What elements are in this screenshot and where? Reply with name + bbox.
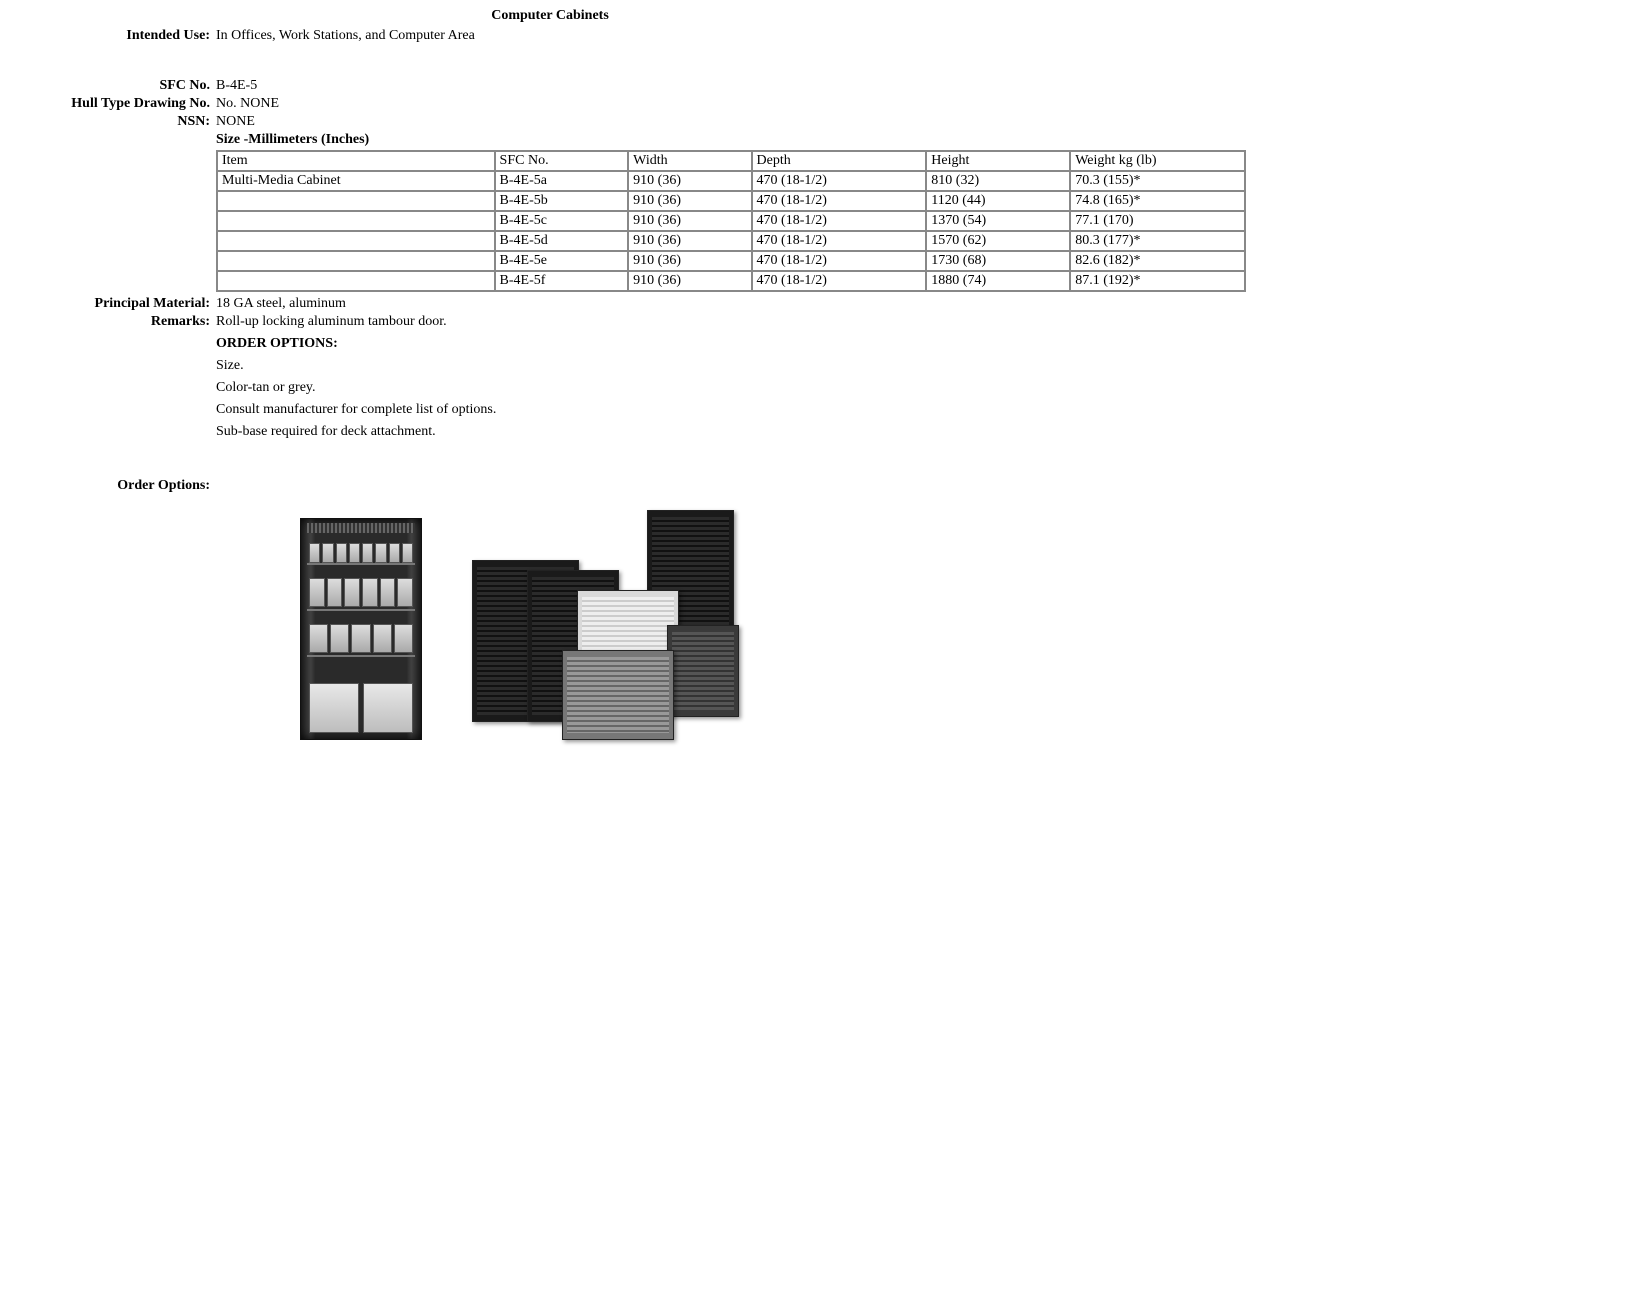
field-label: Hull Type Drawing No. xyxy=(40,96,216,112)
table-cell xyxy=(217,211,495,231)
order-options-line: Sub-base required for deck attachment. xyxy=(216,424,1610,440)
field-order-options: Order Options: xyxy=(40,478,1610,494)
table-cell: 87.1 (192)* xyxy=(1070,271,1245,291)
field-label: SFC No. xyxy=(40,78,216,94)
table-cell: 80.3 (177)* xyxy=(1070,231,1245,251)
page: Computer Cabinets Intended Use: In Offic… xyxy=(0,0,1650,780)
order-options-heading: ORDER OPTIONS: xyxy=(216,336,1610,352)
field-value: No. NONE xyxy=(216,96,1610,112)
table-cell: 910 (36) xyxy=(628,251,751,271)
field-intended-use: Intended Use: In Offices, Work Stations,… xyxy=(40,28,1610,44)
table-cell: 77.1 (170) xyxy=(1070,211,1245,231)
table-cell: B-4E-5d xyxy=(495,231,629,251)
table-cell: 910 (36) xyxy=(628,211,751,231)
table-cell: 470 (18-1/2) xyxy=(752,251,927,271)
field-nsn: NSN: NONE xyxy=(40,114,1610,130)
field-label: Principal Material: xyxy=(40,296,216,312)
table-cell: 470 (18-1/2) xyxy=(752,211,927,231)
table-cell: B-4E-5e xyxy=(495,251,629,271)
table-cell: 70.3 (155)* xyxy=(1070,171,1245,191)
field-label: Remarks: xyxy=(40,314,216,330)
field-principal-material: Principal Material: 18 GA steel, aluminu… xyxy=(40,296,1610,312)
size-table: Item SFC No. Width Depth Height Weight k… xyxy=(216,150,1246,292)
col-header: Depth xyxy=(752,151,927,171)
field-value: NONE xyxy=(216,114,1610,130)
order-options-block: ORDER OPTIONS: Size. Color-tan or grey. Co… xyxy=(216,336,1610,440)
field-label: NSN: xyxy=(40,114,216,130)
table-cell: 1370 (54) xyxy=(926,211,1070,231)
order-options-line: Consult manufacturer for complete list o… xyxy=(216,402,1610,418)
field-label: Intended Use: xyxy=(40,28,216,44)
table-cell: 910 (36) xyxy=(628,191,751,211)
table-row: B-4E-5b910 (36)470 (18-1/2)1120 (44)74.8… xyxy=(217,191,1245,211)
field-value: 18 GA steel, aluminum xyxy=(216,296,1610,312)
table-cell: 74.8 (165)* xyxy=(1070,191,1245,211)
table-cell: 810 (32) xyxy=(926,171,1070,191)
page-title: Computer Cabinets xyxy=(400,8,700,24)
table-cell: B-4E-5a xyxy=(495,171,629,191)
table-cell: Multi-Media Cabinet xyxy=(217,171,495,191)
order-options-line: Color-tan or grey. xyxy=(216,380,1610,396)
table-cell: 1730 (68) xyxy=(926,251,1070,271)
table-cell: 910 (36) xyxy=(628,171,751,191)
table-cell xyxy=(217,191,495,211)
table-cell: 470 (18-1/2) xyxy=(752,191,927,211)
col-header: Weight kg (lb) xyxy=(1070,151,1245,171)
table-cell: B-4E-5f xyxy=(495,271,629,291)
table-row: B-4E-5c910 (36)470 (18-1/2)1370 (54)77.1… xyxy=(217,211,1245,231)
table-row: Multi-Media CabinetB-4E-5a910 (36)470 (1… xyxy=(217,171,1245,191)
field-remarks: Remarks: Roll-up locking aluminum tambou… xyxy=(40,314,1610,330)
field-value: B-4E-5 xyxy=(216,78,1610,94)
cabinet-group-illustration xyxy=(472,510,742,740)
table-cell: 1120 (44) xyxy=(926,191,1070,211)
table-title: Size -Millimeters (Inches) xyxy=(216,132,1246,148)
table-cell: B-4E-5c xyxy=(495,211,629,231)
order-options-line: Size. xyxy=(216,358,1610,374)
table-cell: 470 (18-1/2) xyxy=(752,231,927,251)
table-cell: 470 (18-1/2) xyxy=(752,171,927,191)
field-sfc-no: SFC No. B-4E-5 xyxy=(40,78,1610,94)
field-label: Order Options: xyxy=(40,478,216,494)
table-cell: B-4E-5b xyxy=(495,191,629,211)
col-header: Width xyxy=(628,151,751,171)
table-cell xyxy=(217,251,495,271)
table-cell: 82.6 (182)* xyxy=(1070,251,1245,271)
size-table-section: Size -Millimeters (Inches) Item SFC No. … xyxy=(216,132,1246,292)
table-cell: 470 (18-1/2) xyxy=(752,271,927,291)
table-row: B-4E-5e910 (36)470 (18-1/2)1730 (68)82.6… xyxy=(217,251,1245,271)
table-row: B-4E-5d910 (36)470 (18-1/2)1570 (62)80.3… xyxy=(217,231,1245,251)
table-cell: 910 (36) xyxy=(628,231,751,251)
table-cell: 1880 (74) xyxy=(926,271,1070,291)
cabinet-open-illustration xyxy=(300,518,422,740)
field-value: Roll-up locking aluminum tambour door. xyxy=(216,314,1610,330)
field-hull-drawing-no: Hull Type Drawing No. No. NONE xyxy=(40,96,1610,112)
table-cell xyxy=(217,231,495,251)
field-value: In Offices, Work Stations, and Computer … xyxy=(216,28,1610,44)
table-cell xyxy=(217,271,495,291)
col-header: Item xyxy=(217,151,495,171)
table-row: B-4E-5f910 (36)470 (18-1/2)1880 (74)87.1… xyxy=(217,271,1245,291)
col-header: Height xyxy=(926,151,1070,171)
table-cell: 910 (36) xyxy=(628,271,751,291)
field-value xyxy=(216,478,1610,494)
table-header-row: Item SFC No. Width Depth Height Weight k… xyxy=(217,151,1245,171)
col-header: SFC No. xyxy=(495,151,629,171)
table-cell: 1570 (62) xyxy=(926,231,1070,251)
product-images xyxy=(300,510,1610,740)
